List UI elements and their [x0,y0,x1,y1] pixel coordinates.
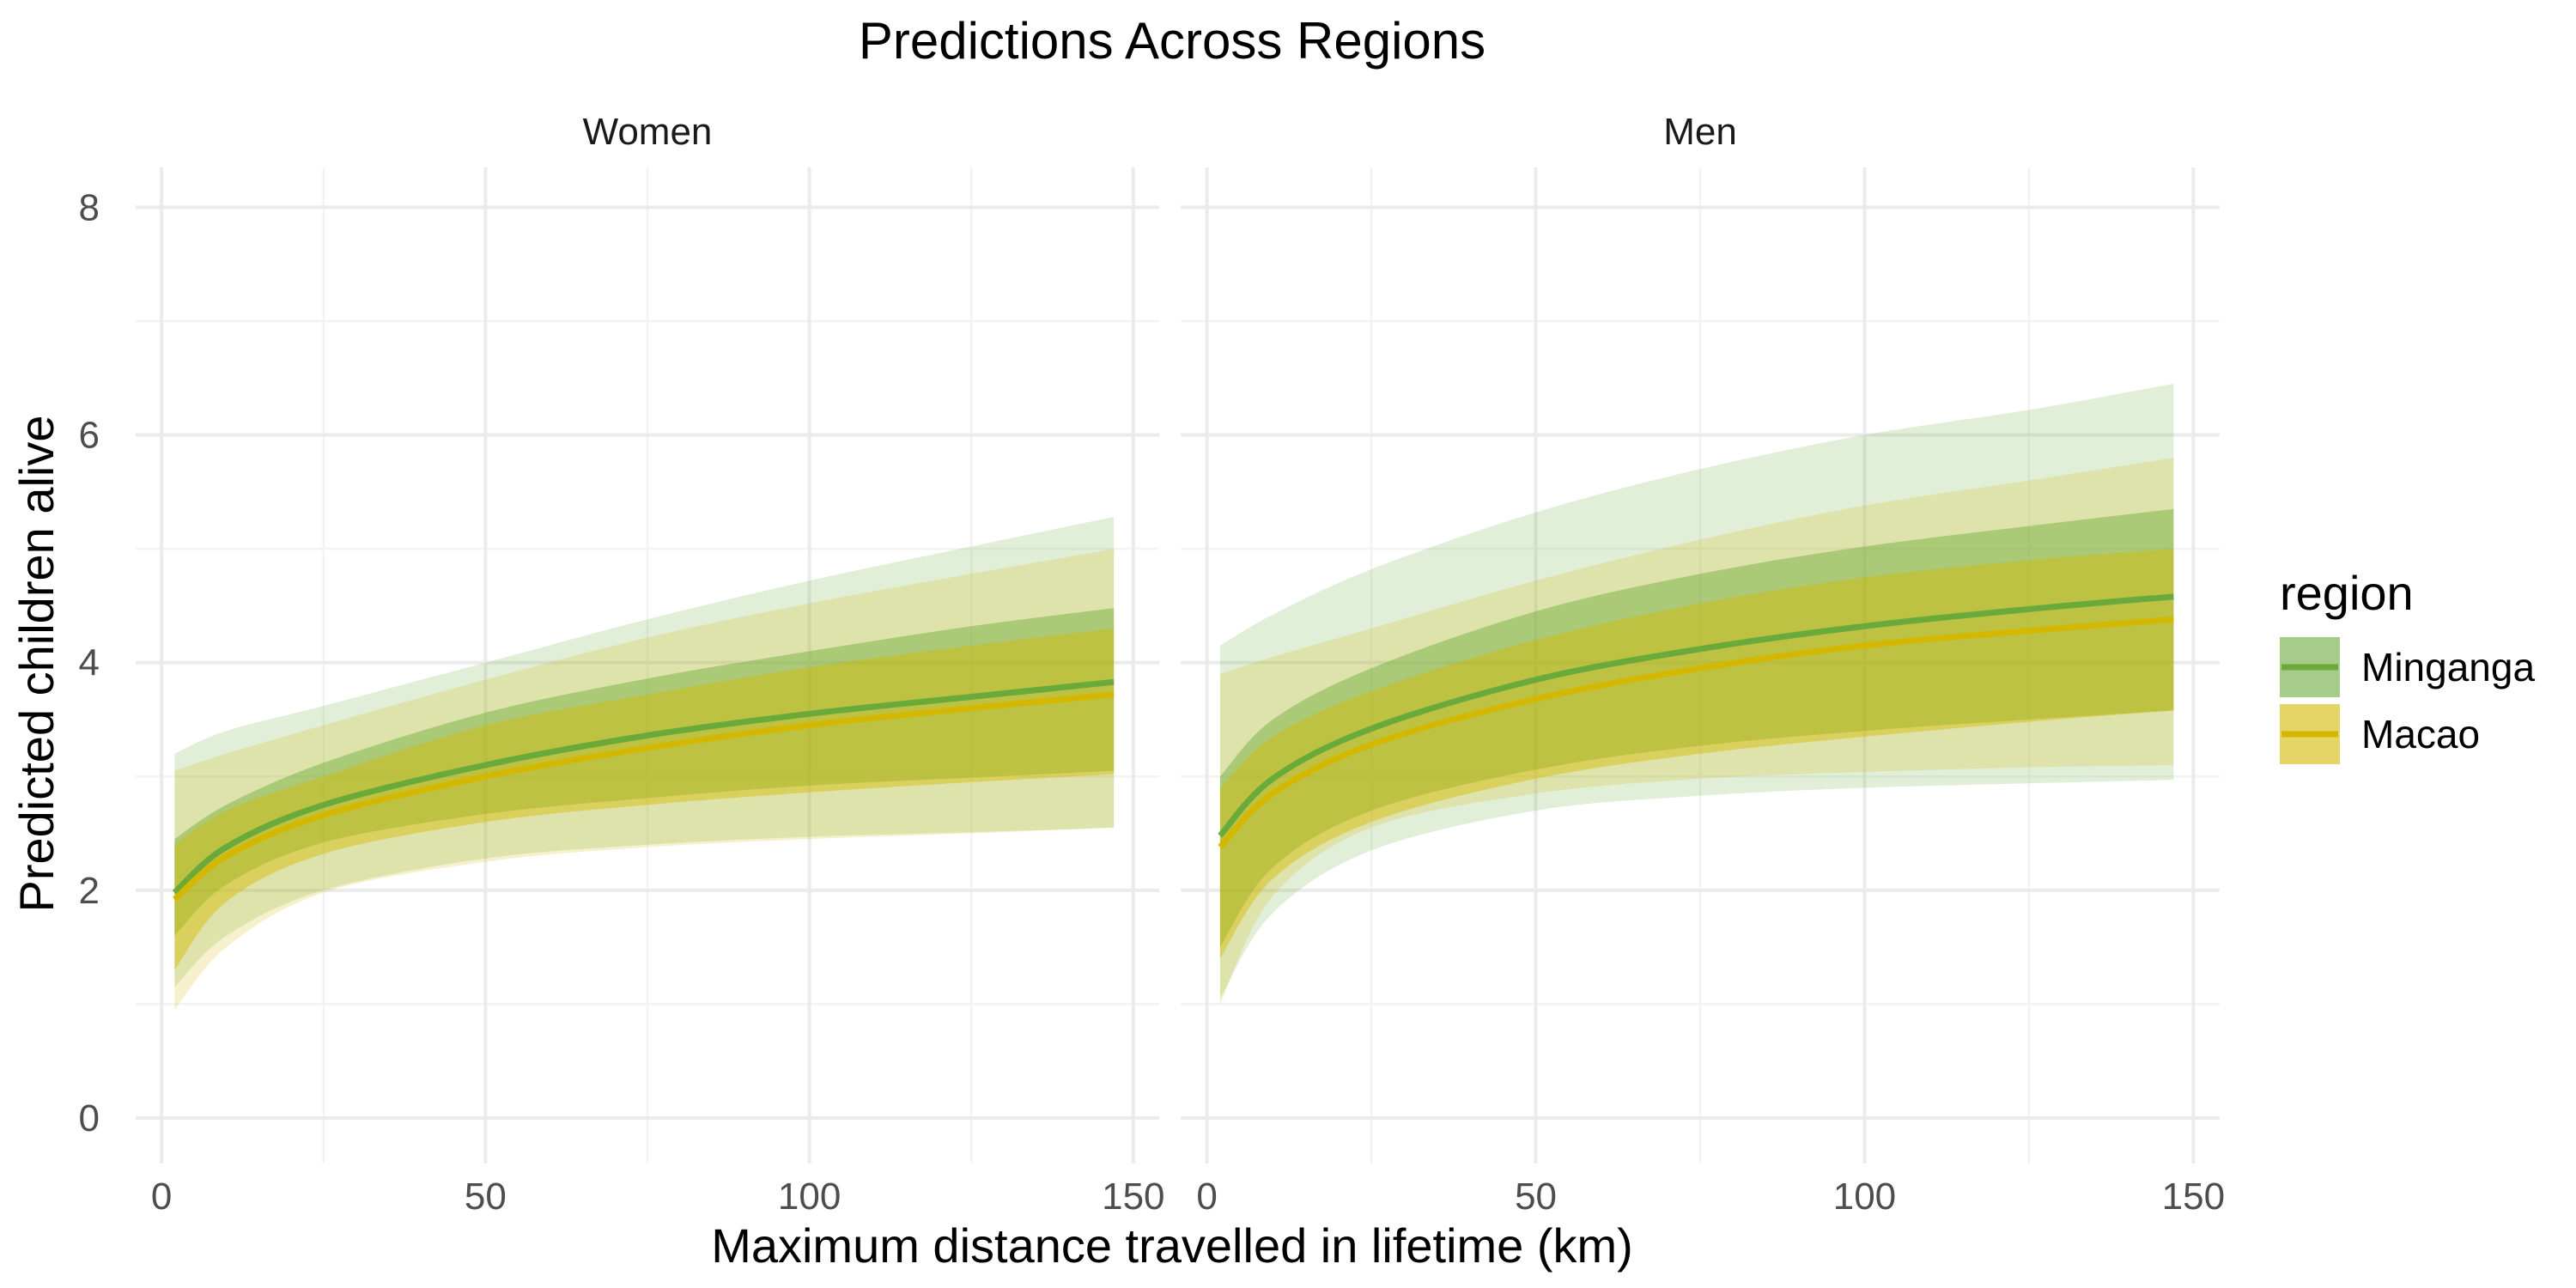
ribbon-inner-macao [174,628,1115,970]
x-tick-label: 50 [465,1176,507,1218]
x-tick-label: 50 [1515,1176,1557,1218]
panel-men: Men 0 50 100 150 [1181,111,2225,1218]
x-axis-title: Maximum distance travelled in lifetime (… [711,1218,1633,1273]
x-tick-label: 150 [2162,1176,2225,1218]
ribbon-outer-macao [1219,458,2174,1005]
ribbon-outer-minganga [174,517,1115,987]
y-axis-title: Predicted children alive [9,416,64,913]
x-tick-label: 0 [151,1176,172,1218]
y-tick-label: 6 [79,415,100,457]
legend: region Minganga Macao [2280,566,2535,764]
x-tick-label: 100 [778,1176,841,1218]
y-tick-label: 0 [79,1097,100,1139]
line-minganga [172,678,1115,896]
y-tick-label: 8 [79,186,100,228]
legend-item-macao: Macao [2280,704,2480,764]
ribbon-outer-macao [174,549,1115,1010]
ribbon-outer-minganga [1219,383,2174,999]
y-tick-label: 4 [79,642,100,684]
facet-label-men: Men [1663,111,1737,153]
legend-label-minganga: Minganga [2361,645,2535,690]
panels-layer: Women 0 50 100 150 0 2 4 6 8 Men 0 50 100 150 [79,111,2226,1218]
y-tick-label: 2 [79,870,100,912]
legend-items: Minganga Macao [2280,637,2535,764]
legend-title: region [2280,566,2414,620]
x-tick-label: 100 [1833,1176,1896,1218]
panel-women: Women 0 50 100 150 0 2 4 6 8 [79,111,1165,1218]
ribbon-inner-macao [1219,549,2174,959]
legend-item-minganga: Minganga [2280,637,2535,697]
ribbon-inner-minganga [174,608,1115,936]
chart-title: Predictions Across Regions [859,12,1485,70]
x-tick-label: 150 [1102,1176,1164,1218]
facet-label-women: Women [583,111,713,153]
x-tick-label: 0 [1196,1176,1217,1218]
line-macao [172,691,1115,902]
line-macao [1218,616,2174,849]
line-minganga [1218,593,2174,838]
legend-label-macao: Macao [2361,712,2480,756]
